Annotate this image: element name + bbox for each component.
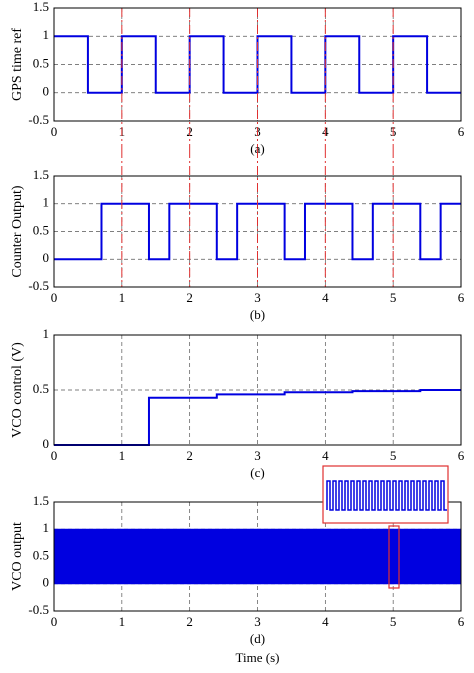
y-tick-label: 0.5 — [33, 547, 49, 562]
signal-line — [54, 389, 461, 446]
y-tick-label: 1 — [43, 27, 50, 42]
zoom-region — [388, 525, 400, 589]
x-tick-label: 1 — [119, 290, 126, 305]
x-tick-label: 1 — [119, 614, 126, 629]
x-tick-label: 3 — [254, 614, 261, 629]
inset-frame — [322, 465, 449, 524]
x-tick-label: 0 — [51, 290, 58, 305]
y-axis-label: VCO control (V) — [10, 342, 25, 438]
inset-signal — [326, 480, 447, 511]
x-tick-label: 0 — [51, 448, 58, 463]
signal-band — [53, 528, 462, 585]
y-tick-label: 1 — [43, 195, 50, 210]
x-tick-label: 6 — [458, 290, 465, 305]
y-tick-label: 0 — [43, 250, 50, 265]
axes-frame — [53, 7, 462, 122]
caption: (d) — [250, 631, 265, 646]
axes-frame — [53, 501, 462, 612]
x-tick-label: 2 — [186, 614, 193, 629]
caption: (b) — [250, 307, 265, 322]
x-tick-label: 3 — [254, 448, 261, 463]
y-tick-label: 0 — [43, 575, 50, 590]
y-axis-label: Counter Output) — [10, 185, 25, 277]
y-tick-label: 1.5 — [33, 493, 49, 508]
y-tick-label: 0.5 — [33, 222, 49, 237]
x-tick-label: 6 — [458, 448, 465, 463]
y-tick-label: -0.5 — [28, 602, 49, 617]
axes-frame — [53, 175, 462, 288]
x-tick-label: 6 — [458, 614, 465, 629]
y-tick-label: 1.5 — [33, 167, 49, 182]
x-tick-label: 1 — [119, 448, 126, 463]
x-tick-label: 6 — [458, 124, 465, 139]
x-axis-label: Time (s) — [236, 650, 280, 665]
x-tick-label: 0 — [51, 614, 58, 629]
caption: (a) — [250, 141, 264, 156]
axes-frame — [53, 334, 462, 446]
y-tick-label: 0.5 — [33, 55, 49, 70]
x-tick-label: 2 — [186, 448, 193, 463]
x-tick-label: 4 — [322, 614, 329, 629]
x-tick-label: 3 — [254, 290, 261, 305]
x-tick-label: 5 — [390, 290, 397, 305]
y-tick-label: 0 — [43, 436, 50, 451]
x-tick-label: 2 — [186, 290, 193, 305]
x-tick-label: 5 — [390, 448, 397, 463]
y-axis-label: GPS time ref — [10, 28, 25, 101]
y-tick-label: 0 — [43, 84, 50, 99]
y-tick-label: -0.5 — [28, 278, 49, 293]
signal-line — [54, 202, 461, 261]
x-tick-label: 4 — [322, 290, 329, 305]
y-tick-label: 0.5 — [33, 381, 49, 396]
x-tick-label: 4 — [322, 448, 329, 463]
y-tick-label: 1 — [43, 326, 50, 341]
y-tick-label: 1 — [43, 520, 50, 535]
y-tick-label: 1.5 — [33, 0, 49, 14]
x-tick-label: 0 — [51, 124, 58, 139]
y-tick-label: -0.5 — [28, 112, 49, 127]
x-tick-label: 5 — [390, 614, 397, 629]
y-axis-label: VCO output — [10, 522, 25, 591]
caption: (c) — [250, 465, 264, 480]
